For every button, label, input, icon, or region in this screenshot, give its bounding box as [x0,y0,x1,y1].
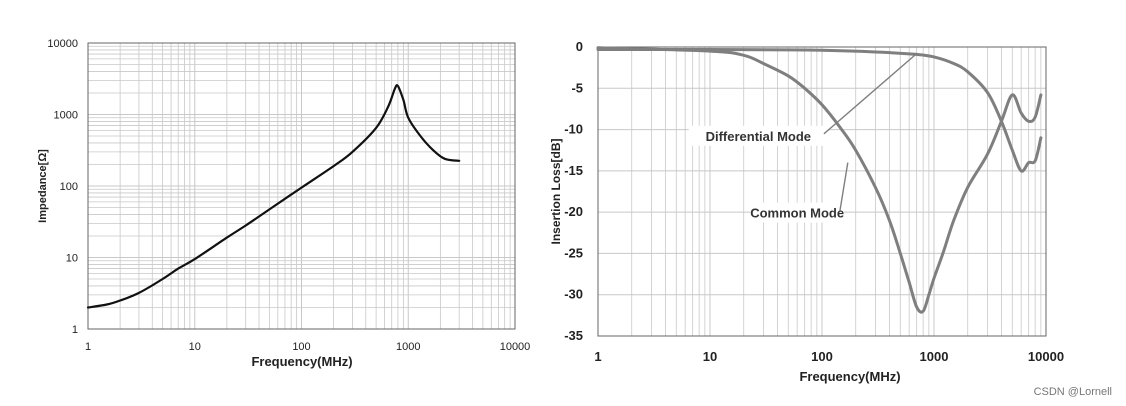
impedance-ytick-label: 100 [60,181,78,193]
annotation-leader-line [823,53,918,135]
insertion-loss-series-common-mode-line [596,46,1043,314]
insertion-loss-ytick-label: -30 [564,287,583,302]
insertion-loss-x-axis-label: Frequency(MHz) [799,369,900,384]
insertion-loss-xtick-label: 1000 [920,349,949,364]
insertion-loss-chart: 1 10 100 1000 10000 0 -5 -10 -15 -20 -25 -30 -35 Freq… [549,39,1064,384]
impedance-xtick-label: 10000 [500,341,531,353]
impedance-ytick-label: 10 [66,253,78,265]
insertion-loss-y-axis-label: Insertion Loss[dB] [549,138,563,244]
impedance-plot-frame [87,42,516,330]
impedance-ytick-label: 1000 [54,110,78,122]
annotation-label: Differential Mode [706,129,811,144]
impedance-series-impedance-line [86,84,461,309]
impedance-xtick-label: 100 [292,341,310,353]
impedance-grid [87,42,515,330]
insertion-loss-ytick-label: 0 [576,39,583,54]
insertion-loss-xtick-label: 10000 [1028,349,1064,364]
impedance-ytick-label: 10000 [47,38,78,50]
impedance-xtick-label: 1000 [396,341,420,353]
insertion-loss-xtick-label: 100 [811,349,833,364]
impedance-x-axis-label: Frequency(MHz) [251,354,352,369]
insertion-loss-plot-frame [597,46,1047,337]
impedance-xtick-label: 1 [85,341,91,353]
impedance-xtick-label: 10 [189,341,201,353]
insertion-loss-xtick-label: 10 [703,349,717,364]
insertion-loss-ytick-label: -25 [564,245,583,260]
insertion-loss-ytick-label: -10 [564,122,583,137]
insertion-loss-ytick-label: -20 [564,204,583,219]
impedance-chart: 1 10 100 1000 10000 1 10 100 1000 10000 Frequency(… [37,38,530,369]
impedance-ytick-label: 1 [72,324,78,336]
annotation-label: Common Mode [750,206,844,221]
insertion-loss-xtick-label: 1 [594,349,601,364]
watermark: CSDN @Lornell [1033,386,1112,398]
insertion-loss-ytick-label: -35 [564,328,583,343]
insertion-loss-series-differential-mode-line [596,47,1043,173]
insertion-loss-ytick-label: -5 [571,80,583,95]
impedance-y-axis-label: Impedance[Ω] [37,149,49,223]
annotation-background [750,202,844,223]
insertion-loss-ytick-label: -15 [564,163,583,178]
annotation-leader-line [839,162,849,211]
annotation-background [688,125,828,146]
